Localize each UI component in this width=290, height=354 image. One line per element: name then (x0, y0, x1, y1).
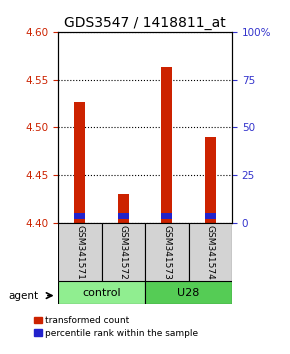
Text: GSM341571: GSM341571 (75, 225, 84, 280)
Bar (188, 223, 232, 281)
Legend: transformed count, percentile rank within the sample: transformed count, percentile rank withi… (34, 316, 198, 338)
Bar (74, 212, 85, 219)
Text: agent: agent (9, 291, 39, 301)
Bar (145, 223, 188, 281)
Text: GSM341572: GSM341572 (119, 225, 128, 280)
Bar (118, 212, 129, 219)
Text: U28: U28 (177, 288, 200, 298)
Bar (58, 281, 145, 304)
Bar (74, 102, 85, 223)
Text: GDS3547 / 1418811_at: GDS3547 / 1418811_at (64, 16, 226, 30)
Text: control: control (82, 288, 121, 298)
Text: GSM341573: GSM341573 (162, 225, 171, 280)
Bar (205, 212, 216, 219)
Bar (118, 194, 129, 223)
Bar (102, 223, 145, 281)
Bar (145, 281, 232, 304)
Bar (161, 67, 172, 223)
Text: GSM341574: GSM341574 (206, 225, 215, 280)
Bar (58, 223, 102, 281)
Bar (205, 137, 216, 223)
Bar (161, 212, 172, 219)
